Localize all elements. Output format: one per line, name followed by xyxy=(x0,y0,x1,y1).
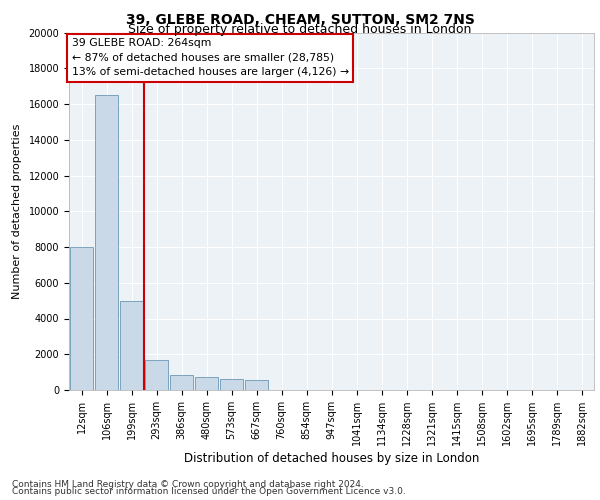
Text: 39, GLEBE ROAD, CHEAM, SUTTON, SM2 7NS: 39, GLEBE ROAD, CHEAM, SUTTON, SM2 7NS xyxy=(125,12,475,26)
Bar xyxy=(120,300,143,390)
Bar xyxy=(195,378,218,390)
Bar xyxy=(95,95,118,390)
Y-axis label: Number of detached properties: Number of detached properties xyxy=(11,124,22,299)
Text: 39 GLEBE ROAD: 264sqm
← 87% of detached houses are smaller (28,785)
13% of semi-: 39 GLEBE ROAD: 264sqm ← 87% of detached … xyxy=(71,38,349,78)
Bar xyxy=(170,375,193,390)
Bar xyxy=(145,360,168,390)
Bar xyxy=(70,247,93,390)
Text: Size of property relative to detached houses in London: Size of property relative to detached ho… xyxy=(128,22,472,36)
Bar xyxy=(245,380,268,390)
Text: Contains public sector information licensed under the Open Government Licence v3: Contains public sector information licen… xyxy=(12,488,406,496)
Bar xyxy=(220,378,243,390)
X-axis label: Distribution of detached houses by size in London: Distribution of detached houses by size … xyxy=(184,452,479,465)
Text: Contains HM Land Registry data © Crown copyright and database right 2024.: Contains HM Land Registry data © Crown c… xyxy=(12,480,364,489)
